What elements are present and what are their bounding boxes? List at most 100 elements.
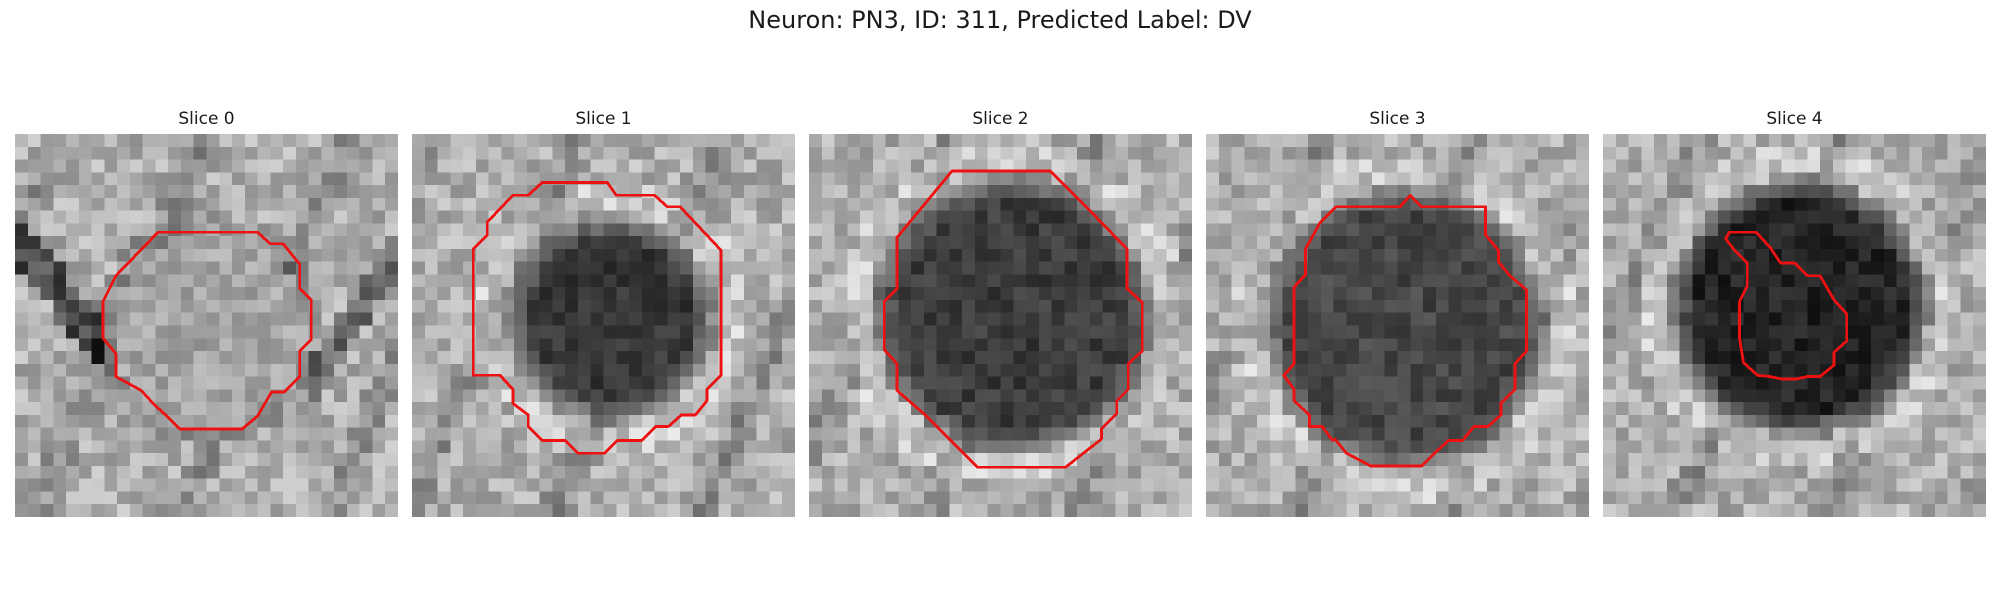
image-pixel bbox=[359, 261, 373, 275]
image-pixel bbox=[860, 146, 874, 160]
image-pixel bbox=[359, 299, 373, 313]
image-pixel bbox=[1384, 389, 1398, 403]
image-pixel bbox=[437, 274, 451, 288]
image-pixel bbox=[718, 376, 732, 390]
image-pixel bbox=[1576, 338, 1589, 352]
image-pixel bbox=[1089, 312, 1103, 326]
image-pixel bbox=[1410, 172, 1424, 186]
image-pixel bbox=[987, 287, 1001, 301]
image-pixel bbox=[1666, 491, 1680, 505]
image-pixel bbox=[1166, 325, 1180, 339]
image-pixel bbox=[359, 287, 373, 301]
image-pixel bbox=[1166, 210, 1180, 224]
image-pixel bbox=[412, 185, 426, 199]
image-pixel bbox=[654, 363, 668, 377]
image-pixel bbox=[1768, 325, 1782, 339]
image-pixel bbox=[1550, 414, 1564, 428]
image-pixel bbox=[1257, 325, 1271, 339]
image-pixel bbox=[1359, 325, 1373, 339]
image-pixel bbox=[283, 427, 297, 441]
image-pixel bbox=[872, 491, 886, 505]
image-pixel bbox=[359, 185, 373, 199]
image-pixel bbox=[1115, 414, 1129, 428]
image-pixel bbox=[756, 491, 770, 505]
image-pixel bbox=[936, 248, 950, 262]
image-pixel bbox=[206, 504, 220, 517]
image-pixel bbox=[1705, 146, 1719, 160]
image-pixel bbox=[872, 274, 886, 288]
image-pixel bbox=[577, 376, 591, 390]
image-pixel bbox=[1641, 491, 1655, 505]
image-pixel bbox=[885, 261, 899, 275]
image-pixel bbox=[1423, 389, 1437, 403]
image-pixel bbox=[488, 134, 502, 148]
image-pixel bbox=[15, 440, 29, 454]
image-pixel bbox=[1244, 312, 1258, 326]
image-pixel bbox=[334, 402, 348, 416]
image-pixel bbox=[1537, 351, 1551, 365]
image-pixel bbox=[514, 287, 528, 301]
image-pixel bbox=[718, 440, 732, 454]
image-pixel bbox=[1461, 325, 1475, 339]
image-pixel bbox=[731, 389, 745, 403]
image-pixel bbox=[769, 146, 783, 160]
image-pixel bbox=[1423, 146, 1437, 160]
image-pixel bbox=[680, 172, 694, 186]
image-pixel bbox=[283, 376, 297, 390]
image-pixel bbox=[539, 453, 553, 467]
image-pixel bbox=[1257, 261, 1271, 275]
image-pixel bbox=[1026, 376, 1040, 390]
image-pixel bbox=[1423, 159, 1437, 173]
image-pixel bbox=[1794, 491, 1808, 505]
image-pixel bbox=[949, 197, 963, 211]
image-pixel bbox=[1333, 261, 1347, 275]
image-pixel bbox=[1282, 478, 1296, 492]
image-pixel bbox=[1448, 159, 1462, 173]
image-pixel bbox=[346, 414, 360, 428]
image-pixel bbox=[155, 427, 169, 441]
image-pixel bbox=[1397, 402, 1411, 416]
image-pixel bbox=[1603, 389, 1617, 403]
image-pixel bbox=[987, 299, 1001, 313]
image-pixel bbox=[552, 274, 566, 288]
image-pixel bbox=[295, 440, 309, 454]
image-pixel bbox=[949, 223, 963, 237]
image-pixel bbox=[860, 312, 874, 326]
image-pixel bbox=[308, 351, 322, 365]
image-pixel bbox=[898, 274, 912, 288]
image-pixel bbox=[180, 363, 194, 377]
image-pixel bbox=[1692, 210, 1706, 224]
image-pixel bbox=[756, 185, 770, 199]
image-pixel bbox=[1576, 287, 1589, 301]
image-pixel bbox=[412, 504, 426, 517]
image-pixel bbox=[1410, 134, 1424, 148]
image-pixel bbox=[552, 363, 566, 377]
image-pixel bbox=[756, 210, 770, 224]
image-pixel bbox=[104, 223, 118, 237]
image-pixel bbox=[1320, 504, 1334, 517]
image-pixel bbox=[1896, 325, 1910, 339]
image-pixel bbox=[1654, 453, 1668, 467]
image-pixel bbox=[1257, 414, 1271, 428]
image-pixel bbox=[1717, 312, 1731, 326]
image-pixel bbox=[40, 261, 54, 275]
image-pixel bbox=[1705, 491, 1719, 505]
image-pixel bbox=[1576, 197, 1589, 211]
image-pixel bbox=[1077, 223, 1091, 237]
image-pixel bbox=[1244, 402, 1258, 416]
image-pixel bbox=[1486, 453, 1500, 467]
image-pixel bbox=[424, 197, 438, 211]
image-pixel bbox=[743, 478, 757, 492]
image-pixel bbox=[962, 261, 976, 275]
image-pixel bbox=[769, 287, 783, 301]
image-pixel bbox=[936, 312, 950, 326]
image-pixel bbox=[385, 312, 398, 326]
image-pixel bbox=[590, 325, 604, 339]
image-pixel bbox=[372, 248, 386, 262]
image-pixel bbox=[1756, 146, 1770, 160]
image-pixel bbox=[1922, 312, 1936, 326]
image-pixel bbox=[1858, 491, 1872, 505]
image-pixel bbox=[1013, 363, 1027, 377]
image-pixel bbox=[1807, 389, 1821, 403]
image-pixel bbox=[654, 427, 668, 441]
